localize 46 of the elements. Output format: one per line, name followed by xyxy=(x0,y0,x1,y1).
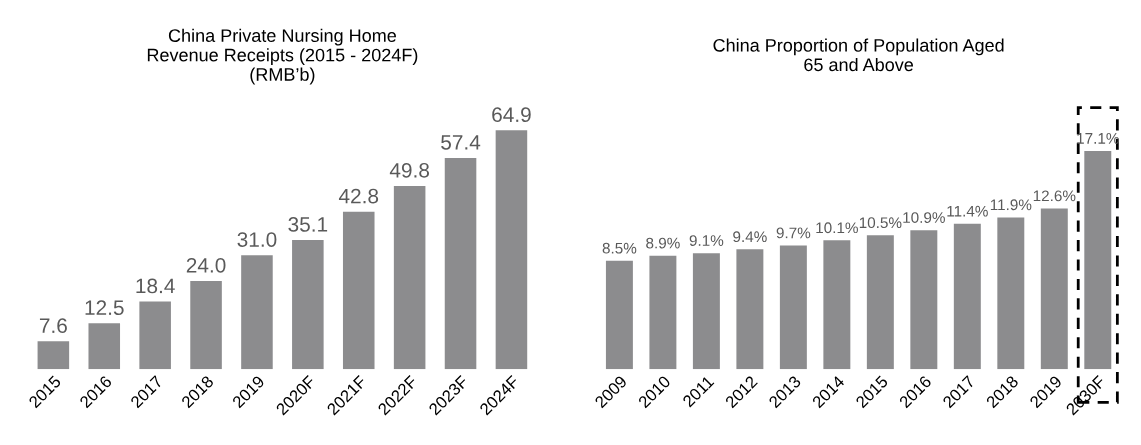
data-label: 18.4 xyxy=(136,278,175,294)
bar xyxy=(139,301,171,370)
bar xyxy=(495,130,528,370)
bar xyxy=(292,240,324,370)
bar xyxy=(37,341,70,370)
data-label: 12.6% xyxy=(1033,190,1076,202)
bar xyxy=(910,230,938,370)
bar xyxy=(88,323,121,370)
data-label: 11.9% xyxy=(990,199,1032,211)
bar xyxy=(736,249,764,370)
bar xyxy=(1040,208,1068,370)
data-label: 35.1 xyxy=(288,217,328,232)
bar xyxy=(342,211,375,370)
data-label: 9.7% xyxy=(776,227,811,239)
data-label: 42.8 xyxy=(338,188,379,204)
bar xyxy=(605,260,633,370)
data-label: 10.1% xyxy=(816,222,858,234)
bar xyxy=(866,235,894,370)
data-label: 10.9% xyxy=(903,212,945,223)
data-label: 8.9% xyxy=(646,237,680,249)
data-label: 7.6 xyxy=(39,318,67,334)
bar xyxy=(241,255,273,370)
data-label: 31.0 xyxy=(237,232,277,247)
bar xyxy=(190,280,222,370)
data-label: 8.5% xyxy=(602,242,637,254)
data-label: 24.0 xyxy=(186,257,226,273)
chart-title: China Proportion of Population Aged 65 and Above xyxy=(713,38,1004,72)
bar xyxy=(649,255,677,370)
chart-title: China Private Nursing Home Revenue Receipts (2015 - 2024F) (RMB’b) xyxy=(147,28,418,85)
bar xyxy=(444,157,477,370)
bar xyxy=(823,240,851,370)
data-label: 9.4% xyxy=(733,231,767,243)
data-label: 17.1% xyxy=(1077,133,1119,144)
data-label: 10.5% xyxy=(859,217,902,229)
bar xyxy=(1084,150,1112,370)
bar xyxy=(953,223,981,370)
bar xyxy=(393,185,426,370)
bar xyxy=(692,253,720,370)
data-label: 12.5 xyxy=(85,300,124,316)
bar xyxy=(779,245,807,370)
data-label: 57.4 xyxy=(441,135,481,150)
data-label: 11.4% xyxy=(947,205,988,217)
data-label: 49.8 xyxy=(389,162,430,178)
bar xyxy=(997,217,1025,370)
data-label: 64.9 xyxy=(492,107,531,123)
data-label: 9.1% xyxy=(689,235,724,246)
